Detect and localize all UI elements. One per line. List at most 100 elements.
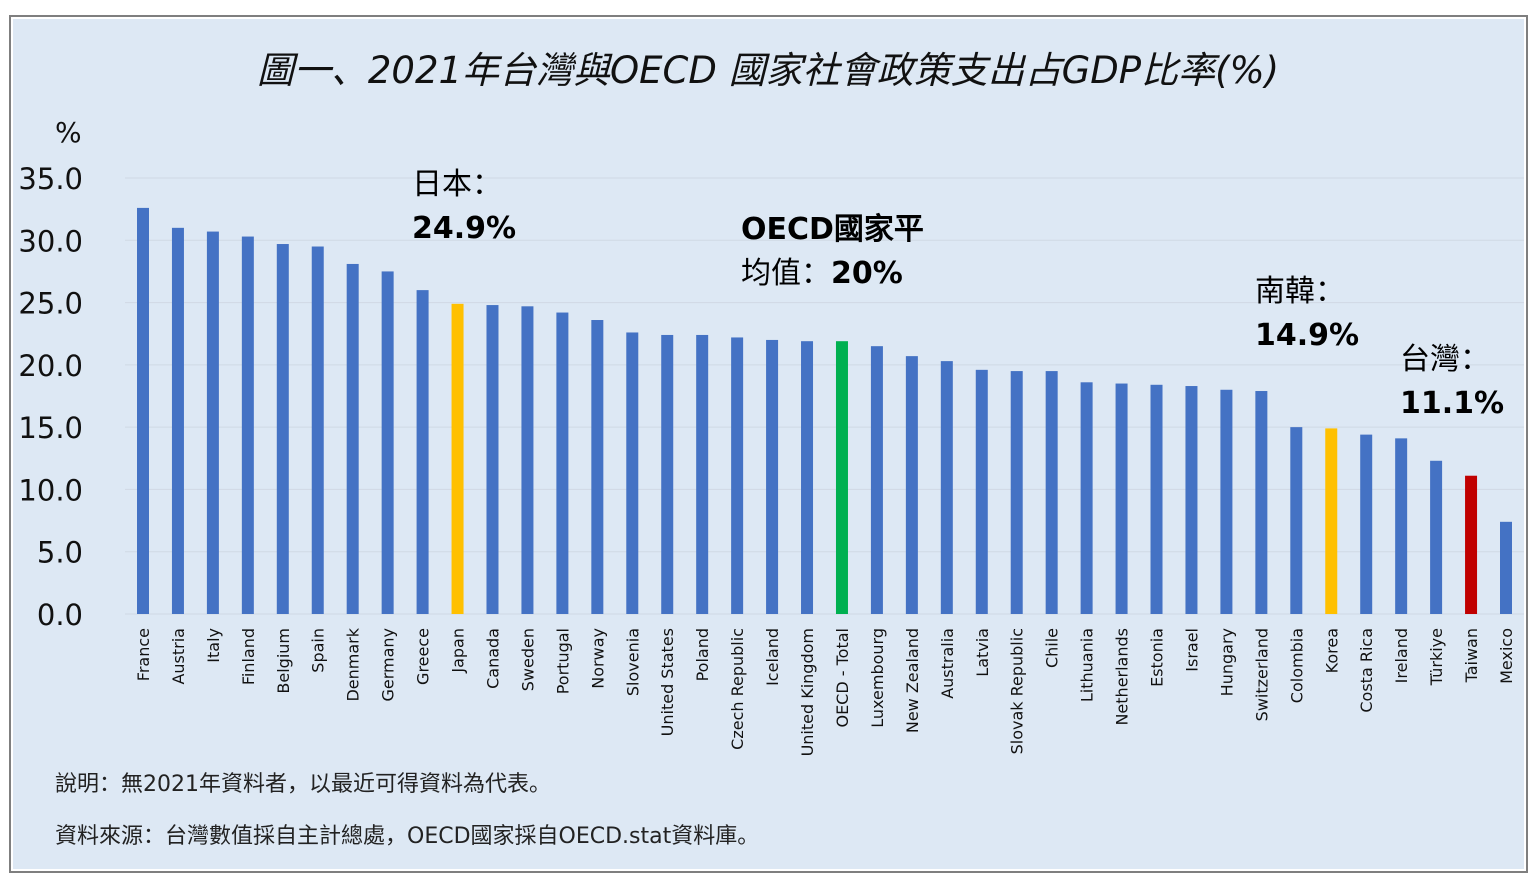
bar-t-rkiye bbox=[1430, 460, 1443, 614]
bar-germany bbox=[381, 271, 394, 614]
bar-luxembourg bbox=[870, 346, 883, 614]
bar-lithuania bbox=[1080, 382, 1093, 614]
annotation-taiwan-value: 11.1% bbox=[1400, 386, 1505, 421]
x-tick-label: Slovak Republic bbox=[1008, 628, 1027, 754]
annotation-taiwan-label: 台灣： bbox=[1400, 342, 1490, 377]
bar-slovak-republic bbox=[1010, 371, 1023, 614]
bar-norway bbox=[591, 320, 604, 614]
annotation-oecd: OECD國家平 均值：20% bbox=[741, 208, 924, 296]
bar-taiwan bbox=[1465, 475, 1478, 614]
x-tick-label: Czech Republic bbox=[728, 628, 747, 750]
annotation-oecd-label-line2: 均值： bbox=[741, 256, 831, 291]
chart-title: 圖一、2021年台灣與OECD 國家社會政策支出占GDP比率(%) bbox=[256, 49, 1280, 92]
y-axis-ticks: 0.0 5.0 10.0 15.0 20.0 25.0 30.0 35.0 bbox=[18, 162, 83, 632]
x-tick-label: Germany bbox=[379, 628, 398, 702]
annotation-oecd-line2: 均值：20% bbox=[741, 252, 924, 296]
bar-italy bbox=[206, 231, 219, 614]
bar-korea bbox=[1325, 428, 1338, 614]
x-tick-label: Slovenia bbox=[623, 628, 642, 696]
x-tick-label: Israel bbox=[1182, 628, 1201, 672]
x-tick-label: Spain bbox=[309, 628, 328, 673]
x-tick-label: Finland bbox=[239, 628, 258, 685]
bar-slovenia bbox=[626, 332, 639, 614]
x-tick-label: OECD - Total bbox=[833, 628, 852, 728]
x-tick-label: Korea bbox=[1322, 628, 1341, 673]
x-tick-label: Greece bbox=[414, 628, 433, 685]
bar-united-states bbox=[661, 334, 674, 614]
bar-belgium bbox=[276, 244, 289, 614]
bar-latvia bbox=[975, 369, 988, 614]
bar-netherlands bbox=[1115, 383, 1128, 614]
annotation-taiwan: 台灣： 11.1% bbox=[1400, 338, 1504, 426]
x-tick-label: Portugal bbox=[553, 628, 572, 694]
x-tick-label: Lithuania bbox=[1078, 628, 1097, 702]
bar-costa-rica bbox=[1360, 434, 1373, 614]
x-tick-label: Italy bbox=[204, 628, 223, 663]
x-tick-label: Iceland bbox=[763, 628, 782, 686]
bar-austria bbox=[171, 227, 184, 615]
bar-sweden bbox=[521, 306, 534, 614]
annotation-korea-value: 14.9% bbox=[1255, 318, 1360, 353]
bar-israel bbox=[1185, 386, 1198, 614]
x-tick-label: Türkiye bbox=[1427, 628, 1446, 686]
x-tick-label: Estonia bbox=[1148, 628, 1167, 687]
x-tick-label: Austria bbox=[169, 628, 188, 685]
bar-greece bbox=[416, 290, 429, 614]
x-tick-label: Sweden bbox=[518, 628, 537, 691]
x-tick-label: Hungary bbox=[1217, 628, 1236, 696]
x-tick-label: France bbox=[134, 628, 153, 681]
x-tick-label: Costa Rica bbox=[1357, 628, 1376, 713]
y-tick-label: 20.0 bbox=[18, 349, 83, 383]
bar-iceland bbox=[766, 339, 779, 614]
y-axis-unit-label: % bbox=[55, 116, 82, 149]
bar-poland bbox=[696, 334, 709, 614]
bar-spain bbox=[311, 246, 324, 614]
bar-estonia bbox=[1150, 384, 1163, 614]
y-tick-label: 35.0 bbox=[18, 162, 83, 196]
bar-new-zealand bbox=[905, 356, 918, 614]
bar-mexico bbox=[1500, 521, 1512, 614]
bar-portugal bbox=[556, 312, 569, 614]
annotation-oecd-label: OECD國家平 bbox=[741, 212, 924, 247]
x-tick-label: Ireland bbox=[1392, 628, 1411, 683]
x-tick-label: Switzerland bbox=[1252, 628, 1271, 721]
note-source: 資料來源：台灣數值採自主計總處，OECD國家採自OECD.stat資料庫。 bbox=[55, 824, 760, 849]
x-tick-label: Mexico bbox=[1497, 628, 1516, 684]
y-tick-label: 25.0 bbox=[18, 287, 83, 321]
note-explanation: 說明：無2021年資料者，以最近可得資料為代表。 bbox=[55, 772, 551, 797]
annotation-japan: 日本： 24.9% bbox=[412, 163, 516, 251]
bar-oecd-total bbox=[835, 341, 848, 614]
annotation-korea: 南韓： 14.9% bbox=[1255, 270, 1359, 358]
annotation-oecd-value: 20% bbox=[831, 256, 903, 291]
x-tick-label: Australia bbox=[938, 628, 957, 699]
bar-switzerland bbox=[1255, 391, 1268, 614]
bar-czech-republic bbox=[731, 337, 744, 614]
bar-australia bbox=[940, 361, 953, 614]
bar-canada bbox=[486, 305, 499, 614]
x-tick-label: Canada bbox=[483, 628, 502, 689]
x-tick-label: Japan bbox=[449, 628, 468, 674]
bar-hungary bbox=[1220, 389, 1233, 614]
x-tick-label: Colombia bbox=[1287, 628, 1306, 703]
annotation-japan-value: 24.9% bbox=[412, 211, 517, 246]
x-tick-label: Belgium bbox=[274, 628, 293, 694]
y-tick-label: 0.0 bbox=[37, 598, 83, 632]
x-tick-label: United Kingdom bbox=[798, 628, 817, 756]
x-tick-label: Denmark bbox=[344, 627, 363, 701]
x-tick-label: Luxembourg bbox=[868, 628, 887, 728]
bars bbox=[137, 207, 1512, 615]
bar-japan bbox=[451, 303, 464, 614]
x-tick-label: United States bbox=[658, 628, 677, 736]
bar-chile bbox=[1045, 371, 1058, 614]
y-tick-label: 15.0 bbox=[18, 411, 83, 445]
y-tick-label: 30.0 bbox=[18, 224, 83, 258]
bar-ireland bbox=[1395, 438, 1408, 614]
y-tick-label: 10.0 bbox=[18, 473, 83, 507]
x-tick-label: Norway bbox=[588, 628, 607, 689]
bar-colombia bbox=[1290, 427, 1303, 614]
x-tick-label: Netherlands bbox=[1113, 628, 1132, 726]
x-tick-label: Taiwan bbox=[1462, 628, 1481, 683]
annotation-oecd-label-line1: OECD國家平 bbox=[741, 208, 924, 252]
x-tick-label: New Zealand bbox=[903, 628, 922, 733]
